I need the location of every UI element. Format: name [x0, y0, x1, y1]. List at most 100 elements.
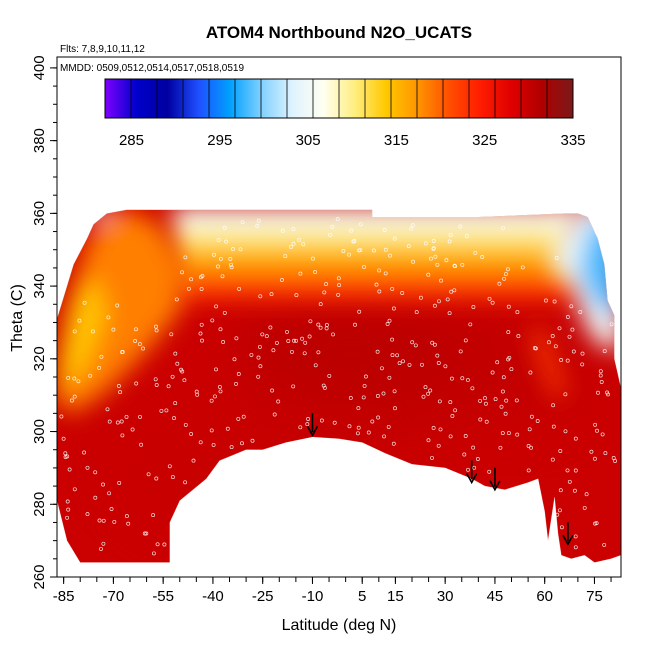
- sample-point: [66, 375, 71, 380]
- sample-point: [431, 426, 436, 430]
- sample-point: [553, 344, 558, 349]
- sample-point: [93, 470, 98, 475]
- sample-point: [286, 339, 291, 343]
- sample-point: [107, 419, 112, 424]
- sample-point: [501, 226, 505, 231]
- sample-point: [303, 340, 308, 345]
- sample-point: [336, 276, 341, 281]
- sample-point: [162, 542, 167, 547]
- sample-point: [308, 319, 313, 324]
- sample-point: [520, 265, 525, 270]
- sample-point: [229, 445, 234, 450]
- sample-point: [580, 351, 585, 356]
- sample-point: [506, 431, 511, 436]
- sample-point: [460, 376, 465, 381]
- sample-point: [515, 310, 520, 315]
- sample-point: [432, 303, 437, 308]
- sample-point: [166, 384, 171, 389]
- sample-point: [289, 349, 294, 354]
- sample-point: [124, 514, 129, 519]
- x-axis: -85 -70 -55 -40 -25 -10 5 15 30 45 60 75: [53, 577, 612, 605]
- sample-point: [85, 512, 90, 517]
- y-tick-label: 280: [31, 492, 48, 517]
- sample-point: [478, 398, 483, 403]
- sample-point: [179, 367, 184, 372]
- colorbar-tick-label: 295: [207, 132, 232, 149]
- sample-point: [234, 336, 239, 341]
- x-tick-label: -25: [252, 588, 274, 605]
- sample-point: [551, 424, 556, 429]
- sample-point: [430, 340, 435, 345]
- y-axis: 260 280 300 320 340 360 380 400: [31, 55, 57, 590]
- sample-point: [569, 304, 574, 309]
- sample-point: [348, 396, 353, 400]
- sample-point: [200, 338, 204, 343]
- sample-point: [395, 353, 400, 358]
- sample-point: [480, 255, 485, 259]
- sample-point: [363, 374, 368, 379]
- x-tick-label: 45: [487, 588, 504, 605]
- sample-point: [294, 338, 299, 343]
- sample-point: [217, 385, 222, 389]
- sample-point: [572, 488, 577, 493]
- sample-point: [514, 398, 519, 403]
- sample-point: [291, 241, 296, 246]
- sample-point: [445, 297, 450, 302]
- sample-point: [322, 385, 327, 390]
- sample-point: [250, 438, 255, 443]
- sample-point: [305, 422, 310, 427]
- sample-point: [198, 331, 203, 336]
- sample-point: [443, 364, 448, 369]
- colorbar-tick-label: 285: [119, 132, 144, 149]
- sample-point: [66, 507, 71, 512]
- y-tick-label: 320: [31, 346, 48, 371]
- x-tick-label: 30: [437, 588, 454, 605]
- sample-point: [504, 272, 508, 277]
- sample-point: [565, 315, 570, 319]
- sample-point: [592, 456, 597, 461]
- sample-point: [532, 346, 537, 350]
- sample-point: [224, 239, 229, 244]
- sample-point: [593, 422, 598, 427]
- sample-point: [406, 244, 411, 249]
- sample-point: [433, 254, 438, 259]
- x-axis-label: Latitude (deg N): [282, 617, 397, 634]
- sample-point: [107, 491, 112, 496]
- sample-point: [390, 286, 395, 291]
- sample-point: [99, 354, 104, 359]
- sample-point: [134, 381, 139, 386]
- sample-point: [175, 361, 180, 366]
- sample-point: [183, 255, 188, 260]
- sample-point: [336, 292, 341, 297]
- sample-point: [198, 440, 203, 445]
- sample-point: [418, 295, 423, 300]
- sample-point: [515, 432, 520, 437]
- sample-point: [507, 355, 512, 360]
- sample-point: [214, 304, 219, 309]
- sample-point: [490, 300, 495, 305]
- sample-point: [473, 250, 478, 255]
- sample-point: [174, 297, 179, 302]
- sample-point: [458, 349, 463, 354]
- sample-point: [101, 541, 106, 546]
- sample-point: [505, 267, 510, 272]
- sample-point: [448, 400, 453, 405]
- sample-point: [550, 334, 555, 338]
- sample-point: [516, 334, 521, 339]
- sample-point: [153, 377, 158, 382]
- sample-point: [169, 332, 174, 337]
- arrow-marker: [489, 467, 501, 492]
- sample-point: [115, 303, 120, 308]
- sample-point: [390, 337, 395, 342]
- sample-point: [301, 242, 306, 247]
- sample-point: [220, 274, 225, 279]
- x-tick-label: -55: [152, 588, 174, 605]
- sample-point: [90, 329, 95, 334]
- sample-points: [59, 217, 618, 556]
- sample-point: [186, 286, 191, 291]
- sample-point: [236, 372, 241, 376]
- field-band: [173, 224, 578, 239]
- sample-point: [382, 228, 387, 232]
- sample-point: [559, 358, 564, 362]
- sample-point: [464, 234, 469, 239]
